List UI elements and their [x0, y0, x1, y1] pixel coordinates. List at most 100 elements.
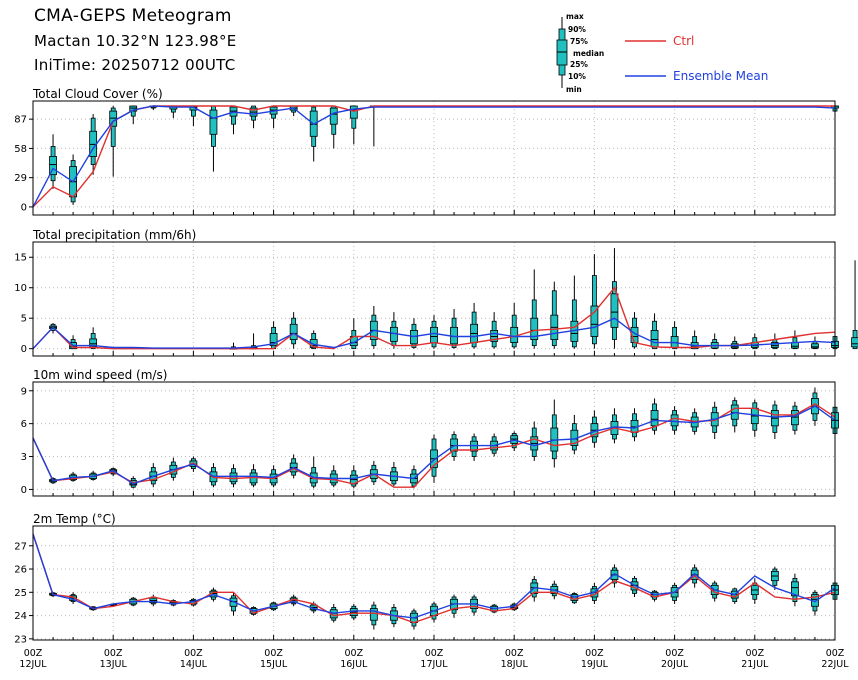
x-tick-hour: 00Z [826, 648, 845, 659]
box-inner [590, 305, 599, 337]
key-label: min [566, 85, 582, 94]
x-tick-date: 18JUL [501, 659, 529, 670]
box-7 [169, 105, 178, 119]
box-39 [811, 589, 819, 616]
box-13 [289, 454, 298, 479]
y-tick-label: 9 [21, 386, 27, 397]
box-38 [791, 401, 799, 435]
box-29 [610, 248, 619, 349]
box-5 [129, 105, 138, 125]
x-tick-date: 14JUL [180, 659, 208, 670]
panel-title: 2m Temp (°C) [33, 512, 116, 526]
box-15 [329, 465, 338, 488]
box-inner [650, 329, 659, 348]
ctrl-line [32, 105, 835, 208]
box-inner [811, 343, 819, 349]
panel-title: 10m wind speed (m/s) [33, 368, 167, 382]
y-tick-label: 23 [14, 634, 27, 645]
x-tick-date: 13JUL [100, 659, 128, 670]
y-tick-label: 0 [21, 344, 27, 355]
box-27 [570, 275, 579, 349]
x-tick-date: 22JUL [821, 659, 849, 670]
legend-ctrl-label: Ctrl [673, 34, 694, 48]
panel-frame [32, 241, 836, 357]
x-tick-hour: 00Z [24, 648, 43, 659]
box-36 [750, 399, 759, 437]
legend: Ctrl Ensemble Mean [625, 34, 768, 83]
y-tick-label: 87 [14, 115, 27, 126]
y-tick-label: 26 [14, 565, 27, 576]
box-16 [349, 603, 358, 621]
box-14 [309, 456, 318, 489]
box-17 [369, 601, 378, 630]
box-inner [289, 323, 298, 340]
key-label: 75% [570, 37, 588, 46]
box-inner [209, 109, 218, 135]
box-21 [450, 309, 458, 349]
x-tick-date: 17JUL [420, 659, 448, 670]
key-label: 90% [568, 25, 586, 34]
box-7 [169, 599, 178, 607]
box-10 [229, 105, 238, 135]
station-location: Mactan 10.32°N 123.98°E [34, 32, 237, 50]
box-38 [791, 573, 799, 607]
box-inner [269, 333, 278, 347]
box-inner [510, 326, 519, 343]
box-41 [851, 260, 858, 350]
box-24 [510, 302, 519, 349]
panel-3: 10m wind speed (m/s) 0 3 6 9 [21, 368, 839, 497]
x-tick-hour: 00Z [264, 648, 283, 659]
panel-1: Total Cloud Cover (%) 0 29 58 87 [14, 87, 839, 216]
y-tick-label: 6 [21, 419, 27, 430]
box-25 [530, 421, 539, 461]
box-26 [550, 399, 559, 468]
init-time: IniTime: 20250712 00UTC [34, 56, 236, 74]
box-inner [770, 342, 779, 348]
box-inner [610, 293, 619, 328]
box-4 [109, 106, 118, 177]
box-35 [730, 336, 739, 350]
box-inner [329, 107, 338, 125]
x-tick-date: 12JUL [19, 659, 47, 670]
box-29 [610, 408, 619, 444]
key-label: 10% [568, 72, 586, 81]
x-tick-hour: 00Z [505, 648, 524, 659]
box-3 [89, 114, 98, 175]
box-26 [550, 281, 559, 349]
box-38 [791, 330, 799, 350]
y-tick-label: 10 [14, 283, 27, 294]
panel-frame [32, 381, 836, 497]
key-label: 25% [570, 60, 588, 69]
key-label: median [573, 49, 604, 58]
x-tick-hour: 00Z [745, 648, 764, 659]
x-tick-hour: 00Z [665, 648, 684, 659]
meteogram-title: CMA-GEPS Meteogram [34, 6, 232, 26]
x-tick-hour: 00Z [585, 648, 604, 659]
box-37 [770, 566, 779, 590]
y-tick-label: 58 [14, 144, 27, 155]
y-tick-label: 0 [21, 485, 27, 496]
box-27 [570, 414, 579, 455]
box-inner [851, 337, 858, 348]
box-19 [410, 318, 418, 349]
x-tick-hour: 00Z [425, 648, 444, 659]
box-18 [389, 462, 398, 487]
box-17 [369, 105, 378, 147]
panel-4: 2m Temp (°C) 23 24 25 26 27 [14, 512, 839, 645]
x-tick-hour: 00Z [344, 648, 363, 659]
y-tick-label: 29 [14, 173, 27, 184]
panel-2: Total precipitation (mm/6h) 0 5 10 15 [14, 228, 858, 357]
box-16 [349, 318, 358, 350]
box-25 [530, 576, 539, 602]
x-tick-date: 20JUL [661, 659, 689, 670]
box-28 [590, 410, 599, 448]
box-9 [209, 105, 218, 172]
y-tick-label: 5 [21, 314, 27, 325]
box-32 [670, 406, 679, 435]
box-21 [450, 594, 458, 618]
box-17 [369, 306, 378, 349]
box-22 [470, 433, 479, 461]
box-inner [430, 326, 438, 343]
box-inner [791, 410, 799, 426]
legend-mean-label: Ensemble Mean [673, 69, 768, 83]
